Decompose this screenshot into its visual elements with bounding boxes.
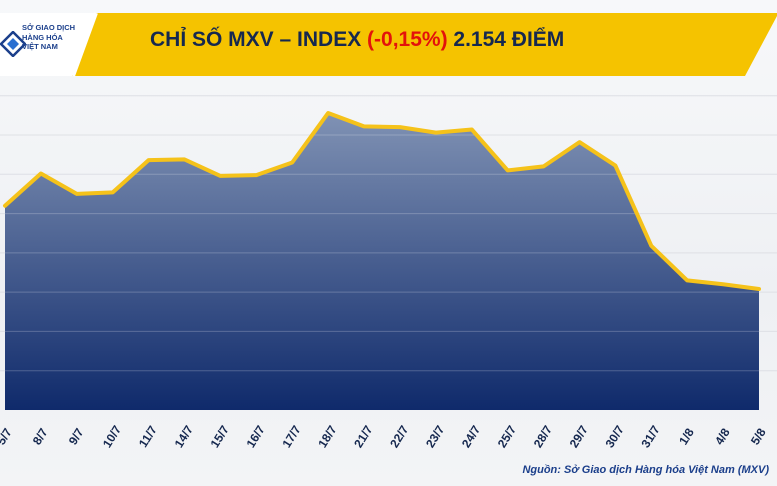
- x-tick-label: 23/7: [423, 423, 447, 451]
- x-tick-label: 17/7: [279, 423, 303, 451]
- series-line: [3, 111, 761, 291]
- x-tick-label: 28/7: [531, 423, 555, 451]
- x-tick-label: 11/7: [136, 423, 160, 450]
- x-tick-label: 25/7: [495, 423, 519, 451]
- x-tick-label: 29/7: [567, 423, 591, 451]
- logo-diamond-icon: [0, 31, 26, 57]
- mxv-logo: SỞ GIAO DỊCH HÀNG HÓA VIỆT NAM: [0, 17, 100, 81]
- source-note: Nguồn: Sở Giao dịch Hàng hóa Việt Nam (M…: [522, 464, 769, 476]
- x-tick-label: 30/7: [603, 423, 627, 451]
- x-tick-label: 16/7: [244, 423, 268, 451]
- title-suffix: 2.154 ĐIỂM: [447, 28, 565, 51]
- x-tick-label: 8/7: [30, 426, 51, 448]
- x-tick-label: 4/8: [712, 426, 733, 448]
- x-tick-label: 10/7: [100, 423, 124, 451]
- x-tick-label: 9/7: [66, 426, 87, 448]
- x-tick-label: 5/7: [0, 426, 15, 448]
- x-tick-label: 15/7: [208, 423, 232, 451]
- chart-title: CHỈ SỐ MXV – INDEX (-0,15%) 2.154 ĐIỂM: [150, 28, 710, 52]
- title-prefix: CHỈ SỐ MXV – INDEX: [150, 28, 368, 51]
- area-chart: 5/7 8/7 9/7 10/7 11/7 14/7 15/7 16/7 17/7 18/7 21/…: [0, 95, 777, 451]
- x-axis-labels: 5/7 8/7 9/7 10/7 11/7 14/7 15/7 16/7 17/7 18/7 21/…: [0, 423, 769, 451]
- logo-text: SỞ GIAO DỊCH HÀNG HÓA VIỆT NAM: [22, 23, 112, 52]
- logo-panel: [0, 13, 95, 76]
- x-tick-label: 18/7: [315, 423, 339, 451]
- x-tick-label: 14/7: [172, 423, 196, 451]
- series-area: [5, 113, 759, 410]
- banner-stripe: [71, 12, 98, 77]
- logo-line-2: HÀNG HÓA: [22, 32, 63, 42]
- x-tick-label: 21/7: [351, 423, 375, 451]
- title-banner: [0, 12, 777, 77]
- banner-band: [72, 13, 777, 76]
- x-tick-label: 5/8: [748, 426, 769, 448]
- gridlines-overlay: [0, 95, 777, 372]
- x-tick-label: 1/8: [676, 426, 697, 448]
- logo-line-3: VIỆT NAM: [22, 42, 58, 51]
- logo-line-1: SỞ GIAO DỊCH: [22, 23, 76, 32]
- title-change: (-0,15%): [367, 28, 448, 51]
- x-tick-label: 22/7: [387, 423, 411, 451]
- x-tick-label: 31/7: [638, 423, 662, 451]
- x-tick-label: 24/7: [459, 423, 483, 451]
